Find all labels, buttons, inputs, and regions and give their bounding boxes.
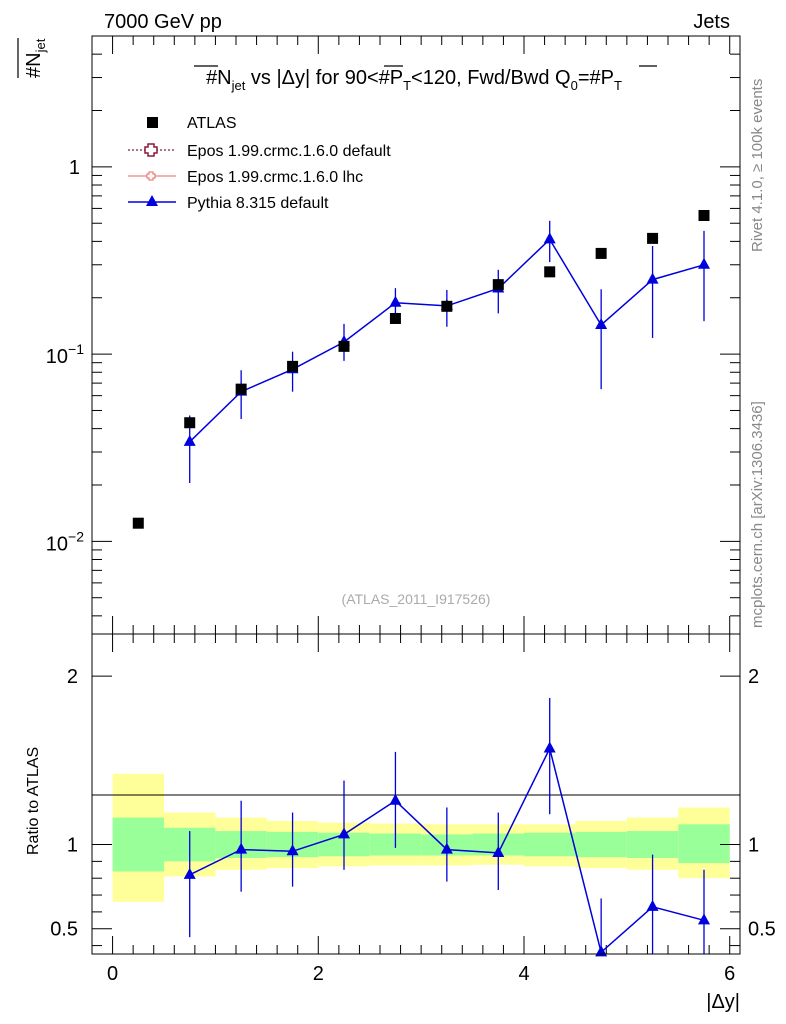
pythia-point xyxy=(646,272,659,284)
main-plot-y-tick-labels: 10−2 10−1 1 xyxy=(46,157,84,555)
ratio-point xyxy=(595,945,608,957)
pythia-point xyxy=(698,257,710,269)
ratio-plot-data xyxy=(183,698,710,957)
main-plot-data xyxy=(132,209,710,529)
y-tick-label: 10−2 xyxy=(46,528,84,555)
legend-marker-square xyxy=(147,117,158,128)
source-label: mcplots.cern.ch [arXiv:1306.3436] xyxy=(749,401,766,628)
atlas-point xyxy=(595,247,607,259)
ratio-plot-y-tick-labels: 0.5 0.5 1 1 2 2 xyxy=(50,666,776,941)
pythia-point xyxy=(183,434,196,446)
analysis-watermark: (ATLAS_2011_I917526) xyxy=(342,591,491,607)
y-tick-label: 1 xyxy=(69,157,80,179)
legend-entry-epos-lhc: Epos 1.99.crmc.1.6.0 lhc xyxy=(128,169,363,186)
legend-label: Epos 1.99.crmc.1.6.0 lhc xyxy=(187,169,363,186)
rivet-label: Rivet 4.1.0, ≥ 100k events xyxy=(749,79,766,252)
y-tick-label-right: 2 xyxy=(748,666,759,688)
ratio-plot-x-tick-labels: 0 2 4 6 xyxy=(107,963,735,985)
pythia-point xyxy=(389,295,402,307)
atlas-point xyxy=(441,300,453,312)
ratio-point xyxy=(440,842,453,854)
main-plot-ticks xyxy=(92,35,740,634)
y-tick-label: 1 xyxy=(67,835,78,857)
legend-marker-triangle xyxy=(146,195,158,206)
y-tick-label: 0.5 xyxy=(50,919,78,941)
legend-label: Pythia 8.315 default xyxy=(187,195,329,212)
atlas-point xyxy=(338,340,350,352)
ratio-plot-panel: 0.5 0.5 1 1 2 2 0 2 4 6 Ratio to ATLAS |Δy| xyxy=(25,633,776,1013)
energy-label: 7000 GeV pp xyxy=(104,11,222,33)
ratio-band-green xyxy=(626,831,679,858)
pythia-series-line xyxy=(189,238,705,443)
ratio-plot-ylabel: Ratio to ATLAS xyxy=(25,747,42,855)
x-tick-label: 6 xyxy=(724,963,735,985)
process-label: Jets xyxy=(693,11,730,33)
ratio-plot-xlabel: |Δy| xyxy=(706,991,740,1013)
legend: ATLAS Epos 1.99.crmc.1.6.0 default Epos … xyxy=(128,115,391,212)
x-tick-label: 4 xyxy=(518,963,529,985)
ratio-point xyxy=(543,741,556,753)
y-tick-label-right: 1 xyxy=(748,835,759,857)
ratio-band-green xyxy=(524,832,576,857)
atlas-point xyxy=(647,232,659,244)
ratio-band-green xyxy=(575,831,627,858)
legend-marker-cross xyxy=(144,143,158,157)
ratio-point xyxy=(183,867,196,879)
svg-text:#Njet vs |Δy| for 90<#PT<120,: #Njet vs |Δy| for 90<#PT<120, Fwd/Bwd Q0… xyxy=(206,67,622,93)
ratio-band-green xyxy=(678,824,730,864)
y-tick-label-right: 0.5 xyxy=(748,919,776,941)
y-tick-label: 10−1 xyxy=(46,341,84,368)
legend-label: ATLAS xyxy=(187,115,237,132)
pythia-point xyxy=(543,232,556,244)
atlas-point xyxy=(132,517,144,529)
ratio-point xyxy=(286,844,299,856)
atlas-point xyxy=(492,279,504,291)
y-tick-label: 2 xyxy=(67,666,78,688)
ratio-band-green xyxy=(112,817,164,872)
atlas-point xyxy=(235,383,247,395)
main-plot-ylabel: #Njet xyxy=(17,38,48,78)
legend-entry-atlas: ATLAS xyxy=(147,115,237,132)
ratio-point xyxy=(235,842,248,854)
ratio-point xyxy=(492,845,505,857)
legend-entry-pythia: Pythia 8.315 default xyxy=(128,195,329,212)
legend-entry-epos-default: Epos 1.99.crmc.1.6.0 default xyxy=(128,143,391,160)
main-plot-title: #Njet vs |Δy| for 90<#PT<120, Fwd/Bwd Q0… xyxy=(194,65,657,93)
ratio-plot-frame xyxy=(91,633,741,955)
legend-label: Epos 1.99.crmc.1.6.0 default xyxy=(187,143,391,160)
x-tick-label: 2 xyxy=(313,963,324,985)
main-plot-panel: 10−2 10−1 1 #Njet #Njet vs |Δy| for 90<#PT… xyxy=(17,35,741,635)
ratio-point xyxy=(698,913,710,925)
atlas-point xyxy=(287,360,299,372)
legend-marker-cross-small xyxy=(146,171,156,181)
pythia-point xyxy=(595,318,608,330)
atlas-point xyxy=(698,209,710,221)
ratio-point xyxy=(389,793,402,805)
atlas-point xyxy=(389,312,401,324)
ratio-point xyxy=(646,899,659,911)
atlas-point xyxy=(184,417,196,429)
x-tick-label: 0 xyxy=(107,963,118,985)
ratio-point xyxy=(338,827,350,839)
ratio-plot-ticks xyxy=(92,634,740,954)
ratio-uncertainty-bands xyxy=(112,773,730,902)
svg-text:#Njet: #Njet xyxy=(23,38,48,78)
atlas-point xyxy=(544,266,556,278)
